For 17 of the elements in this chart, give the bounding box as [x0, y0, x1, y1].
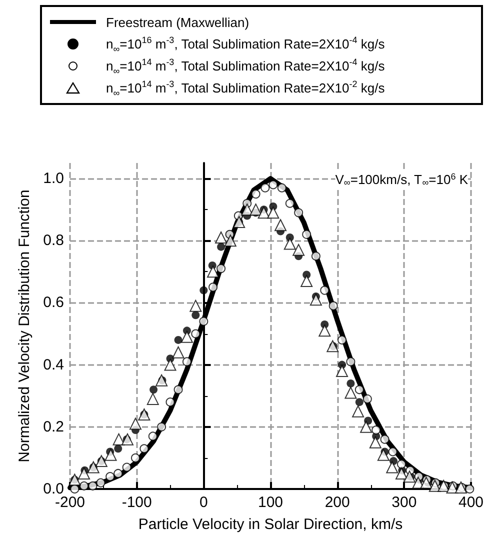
- x-tick-label: 0: [199, 494, 208, 511]
- text: n$_{∞}$=10$^{16}$ m$^{-3}$, Total Sublimation Rate=2X10$^{-4}$ kg/s: [106, 34, 385, 54]
- y-tick-label: 0.4: [43, 356, 64, 374]
- x-axis-title: Particle Velocity in Solar Direction, km/s: [138, 516, 403, 533]
- text: n$_{∞}$=10$^{14}$ m$^{-3}$, Total Sublimation Rate=2X10$^{-2}$ kg/s: [106, 78, 385, 98]
- x-tick-label: 200: [324, 494, 350, 511]
- legend-label: Freestream (Maxwellian): [106, 14, 250, 30]
- x-tick-label: 300: [392, 494, 417, 511]
- x-tick-label: 100: [258, 494, 284, 511]
- x-tick-label: -100: [122, 494, 152, 511]
- x-tick-label: 400: [458, 494, 484, 511]
- y-tick-label: 0.2: [43, 418, 64, 436]
- y-axis-title: Normalized Velocity Distribution Function: [16, 190, 33, 462]
- y-tick-label: 0.8: [43, 232, 64, 250]
- text: n$_{∞}$=10$^{14}$ m$^{-3}$, Total Sublimation Rate=2X10$^{-4}$ kg/s: [106, 56, 385, 76]
- y-tick-label: 1.0: [43, 170, 64, 188]
- y-tick-label: 0.6: [43, 294, 64, 312]
